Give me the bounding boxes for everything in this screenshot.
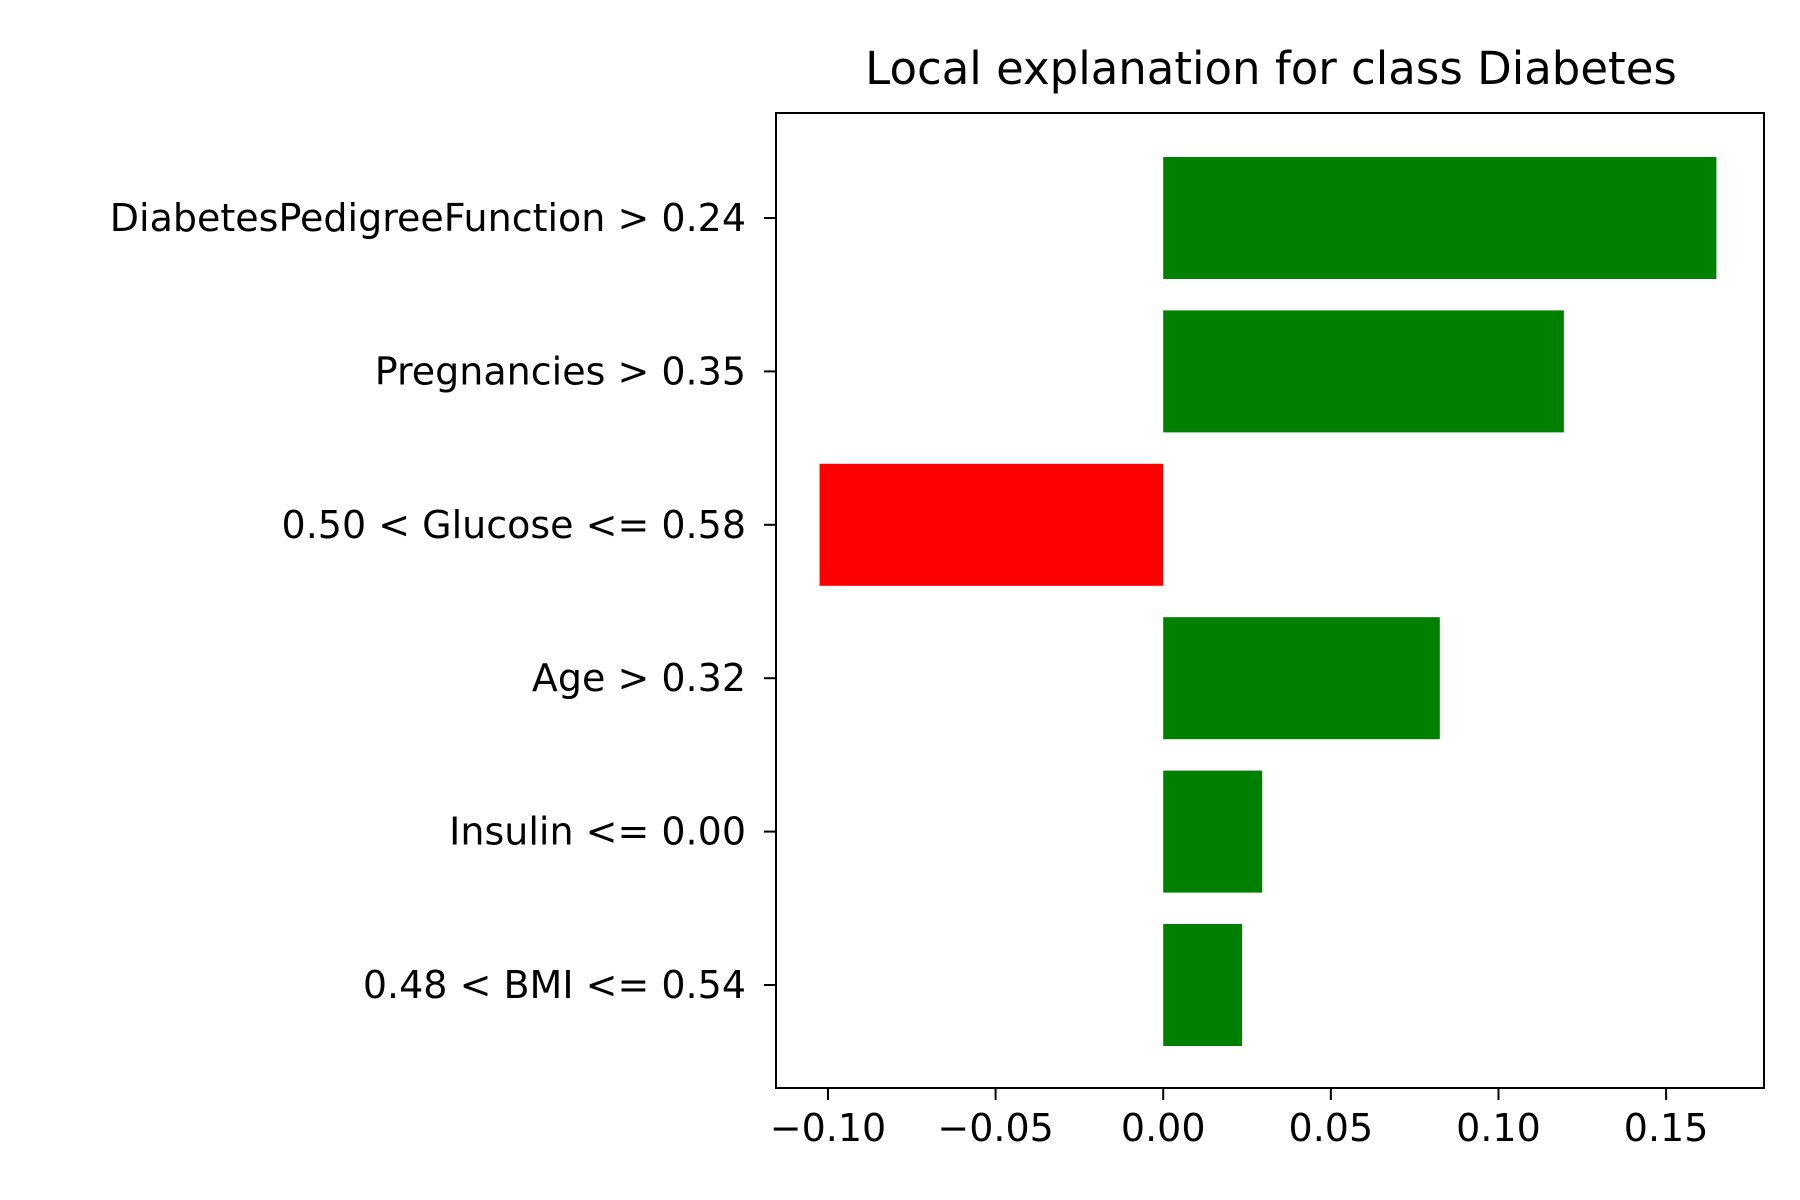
- x-tick-label-4: 0.10: [1456, 1106, 1541, 1150]
- y-tick-label-4: Insulin <= 0.00: [449, 810, 746, 854]
- y-axis: DiabetesPedigreeFunction > 0.24 Pregnanci…: [110, 196, 776, 1007]
- y-tick-label-5: 0.48 < BMI <= 0.54: [363, 963, 746, 1007]
- bar-1: [1163, 310, 1564, 433]
- chart-title: Local explanation for class Diabetes: [865, 42, 1677, 95]
- bar-2: [819, 463, 1164, 586]
- bar-4: [1163, 770, 1263, 893]
- y-tick-label-1: Pregnancies > 0.35: [375, 349, 746, 393]
- x-tick-label-5: 0.15: [1624, 1106, 1709, 1150]
- bar-5: [1163, 924, 1243, 1046]
- bar-0: [1163, 157, 1717, 279]
- x-tick-label-0: −0.10: [770, 1106, 886, 1150]
- bar-3: [1163, 617, 1440, 740]
- y-tick-label-3: Age > 0.32: [532, 656, 746, 700]
- y-tick-label-2: 0.50 < Glucose <= 0.58: [282, 503, 746, 547]
- bars-group: [819, 157, 1717, 1046]
- y-tick-label-0: DiabetesPedigreeFunction > 0.24: [110, 196, 746, 240]
- x-axis: −0.10 −0.05 0.00 0.05 0.10 0.15: [770, 1088, 1709, 1150]
- x-tick-label-1: −0.05: [937, 1106, 1053, 1150]
- x-tick-label-2: 0.00: [1121, 1106, 1206, 1150]
- plot-frame: [775, 112, 1765, 1089]
- x-tick-label-3: 0.05: [1289, 1106, 1374, 1150]
